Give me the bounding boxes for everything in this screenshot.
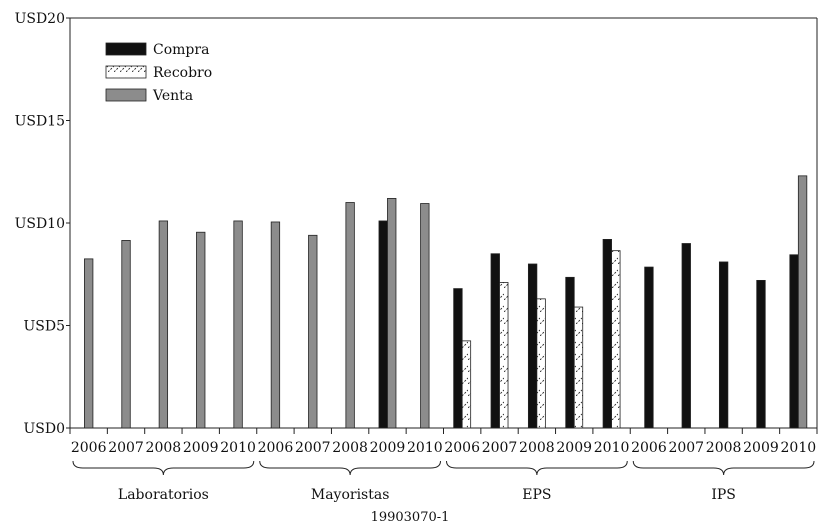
bar-compra xyxy=(379,221,388,428)
bar-venta xyxy=(122,240,130,428)
legend-swatch xyxy=(106,43,146,55)
group-label: Mayoristas xyxy=(311,487,390,503)
bar-venta xyxy=(309,235,318,428)
figure-id: 19903070-1 xyxy=(0,510,820,525)
bar-recobro xyxy=(612,251,621,428)
y-tick-label: USD5 xyxy=(23,319,65,335)
bar-recobro xyxy=(574,307,583,428)
x-tick-label: 2010 xyxy=(407,440,443,456)
bar-compra xyxy=(645,267,654,428)
y-tick-label: USD20 xyxy=(15,11,65,27)
legend-label: Compra xyxy=(153,42,209,58)
x-tick-label: 2006 xyxy=(258,440,294,456)
bar-venta xyxy=(421,204,430,428)
bars xyxy=(84,176,806,428)
x-tick-label: 2006 xyxy=(71,440,107,456)
group-brace xyxy=(73,461,254,475)
x-tick-label: 2008 xyxy=(706,440,742,456)
group-label: EPS xyxy=(522,487,551,503)
group-brace xyxy=(260,461,441,475)
group-label: IPS xyxy=(711,487,736,503)
x-tick-label: 2010 xyxy=(220,440,256,456)
x-tick-label: 2009 xyxy=(556,440,592,456)
group-label: Laboratorios xyxy=(118,487,209,503)
legend: Compra Recobro Venta xyxy=(106,42,212,104)
x-tick-label: 2007 xyxy=(668,440,704,456)
bar-compra xyxy=(454,289,463,428)
bar-compra xyxy=(757,280,766,428)
bar-venta xyxy=(234,221,243,428)
bar-venta xyxy=(196,232,205,428)
x-tick-label: 2007 xyxy=(295,440,331,456)
bar-venta xyxy=(159,221,168,428)
x-tick-label: 2007 xyxy=(482,440,518,456)
bar-compra xyxy=(790,255,799,428)
bar-venta xyxy=(387,198,396,428)
y-tick-label: USD15 xyxy=(15,114,65,130)
bar-compra xyxy=(528,264,537,428)
x-tick-label: 2008 xyxy=(332,440,368,456)
bar-compra xyxy=(566,277,575,428)
bar-venta xyxy=(271,222,280,428)
y-tick-label: USD0 xyxy=(23,421,65,437)
bar-recobro xyxy=(537,299,546,428)
x-tick-label: 2008 xyxy=(519,440,555,456)
x-tick-label: 2007 xyxy=(108,440,144,456)
bar-compra xyxy=(603,239,612,428)
bar-compra xyxy=(719,262,728,428)
bar-compra xyxy=(491,254,500,428)
bar-venta xyxy=(798,176,807,428)
bar-venta xyxy=(346,203,355,429)
bar-recobro xyxy=(500,282,509,428)
x-axis-labels: 2006 2007 2008 2009 2010 2006 2007 2008 2009 2010… xyxy=(71,440,816,503)
x-tick-label: 2010 xyxy=(781,440,817,456)
legend-swatch xyxy=(106,66,146,78)
bar-recobro xyxy=(462,341,471,428)
group-brace xyxy=(633,461,814,475)
x-tick-label: 2008 xyxy=(146,440,182,456)
y-tick-label: USD10 xyxy=(15,216,65,232)
x-tick-label: 2009 xyxy=(743,440,779,456)
x-tick-label: 2006 xyxy=(444,440,480,456)
x-tick-label: 2009 xyxy=(183,440,219,456)
legend-swatch xyxy=(106,89,146,101)
x-tick-label: 2006 xyxy=(631,440,667,456)
legend-label: Venta xyxy=(152,88,193,104)
bar-venta xyxy=(84,259,93,428)
x-tick-label: 2009 xyxy=(370,440,406,456)
group-brace xyxy=(447,461,628,475)
bar-compra xyxy=(682,244,691,429)
legend-label: Recobro xyxy=(153,65,212,81)
x-tick-label: 2010 xyxy=(594,440,630,456)
